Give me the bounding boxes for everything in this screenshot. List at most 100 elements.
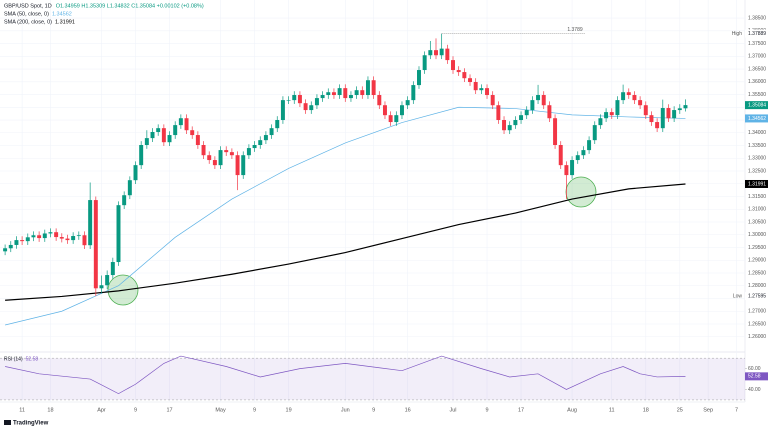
candle-body [536,95,541,101]
candle-body [417,70,421,86]
candle-body [456,70,461,73]
candle-body [575,155,580,161]
candle-body [3,248,8,252]
candle-body [388,115,393,123]
candle-body [195,135,200,146]
candle-body [394,115,399,123]
legend-value: 1.34562 [52,11,72,17]
high-label: High [732,31,743,37]
low-tag-bg [745,292,768,301]
y-tick-label: 1.37000 [748,54,766,60]
candle-body [587,140,592,151]
candle-body [377,95,382,106]
candle-body [184,118,189,131]
candle-body [473,82,478,91]
candle-body [507,125,512,131]
candle-body [615,100,620,116]
y-tick-label: 1.27000 [748,309,766,315]
candle-body [190,130,195,136]
candle-body [547,105,552,119]
x-tick-label: Sep [703,407,713,413]
rsi-tick-label: 40.00 [748,387,761,393]
candle-body [485,88,490,96]
candle-body [672,110,677,119]
y-tick-label: 1.29500 [748,245,766,251]
candle-body [207,155,212,161]
candle-body [649,115,654,123]
y-tick-label: 1.28500 [748,270,766,276]
candle-body [31,235,36,238]
candle-body [462,72,467,79]
candle-body [292,95,297,101]
candle-body [280,100,285,121]
x-tick-label: 17 [166,407,172,413]
candle-body [133,165,138,181]
moving-average [5,183,686,301]
candle-body [434,50,438,56]
x-tick-label: Jul [449,407,456,413]
candle-body [445,48,450,61]
candle-body [655,122,660,129]
candle-body [25,237,30,242]
y-tick-label: 1.30500 [748,219,766,225]
candle-body [570,160,575,176]
rsi-value: 52.58 [26,356,39,362]
candle-body [564,165,569,176]
legend-name: SMA (50, close, 0) [4,11,49,17]
candle-body [683,105,688,109]
candle-body [660,108,665,129]
candle-body [88,200,93,246]
rsi-tag-bg [745,372,768,381]
y-tick-label: 1.26000 [748,334,766,340]
candle-body [258,140,263,146]
candle-body [212,160,217,166]
y-tick-label: 1.38500 [748,15,766,21]
candle-body [496,105,501,121]
high-tag-bg [745,29,768,38]
candle-body [127,180,132,196]
x-tick-label: 25 [677,407,683,413]
candle-body [122,195,127,206]
low-tag: 1.27595 [748,293,766,299]
candle-body [54,232,59,238]
candle-body [99,285,104,289]
candle-body [451,60,455,71]
x-tick-label: 16 [405,407,411,413]
ma-tag-bg [745,114,768,123]
legend-name: SMA (200, close, 0) [4,19,52,25]
candle-body [8,244,13,249]
candle-body [643,105,648,116]
candle-body [666,108,671,119]
candle-body [314,98,319,106]
candle-body [326,92,331,96]
low-label: Low [733,293,743,299]
candle-body [229,152,234,156]
x-tick-label: 19 [286,407,292,413]
chart-title: GBP/USD Spot, 1D [4,3,52,9]
candle-body [343,88,348,99]
candle-body [490,95,495,106]
legend-value: 1.31991 [55,19,75,25]
candle-body [303,103,308,111]
candle-body [354,90,359,96]
rsi-tag: 52.58 [748,374,761,380]
candle-body [530,100,535,111]
ma-tag: 1.34562 [748,116,766,122]
candle-body [468,78,473,83]
plot [0,33,745,401]
ma-tag-bg [745,179,768,188]
candle-body [65,238,70,241]
candle-body [76,235,81,237]
candle-body [269,128,274,136]
candle-body [513,120,518,126]
candle-body [275,120,280,129]
candle-body [48,232,53,234]
candle-body [609,112,614,116]
candle-body [598,118,603,126]
price-tag-bg [745,101,768,110]
y-tick-label: 1.30000 [748,232,766,238]
y-tick-label: 1.33000 [748,156,766,162]
y-tick-label: 1.26500 [748,321,766,327]
